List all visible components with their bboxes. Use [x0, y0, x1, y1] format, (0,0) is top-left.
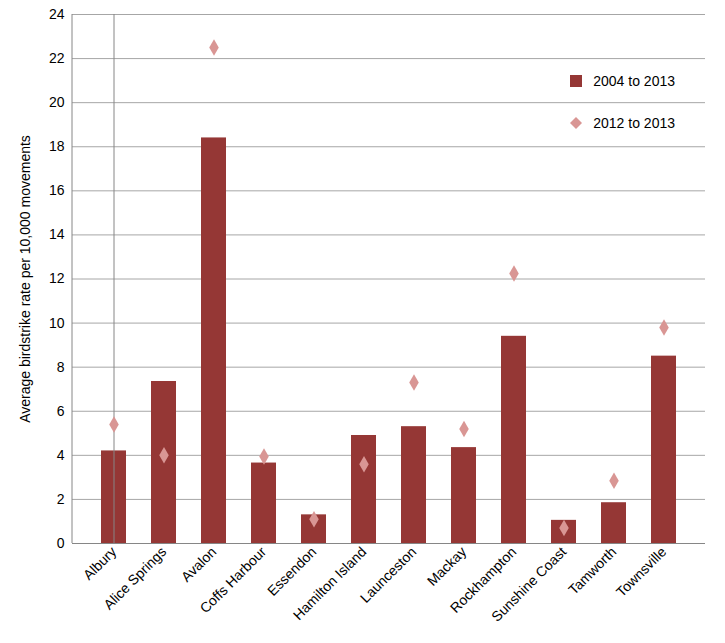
- svg-text:Sunshine Coast: Sunshine Coast: [488, 543, 569, 624]
- svg-text:Alice Springs: Alice Springs: [100, 543, 169, 612]
- svg-text:18: 18: [49, 138, 65, 154]
- html-text:2004 to 2013: 2004 to 2013: [593, 73, 675, 89]
- svg-text:Avalon: Avalon: [178, 543, 219, 584]
- svg-text:Average birdstrike rate per 10: Average birdstrike rate per 10,000 movem…: [17, 135, 33, 423]
- svg-text:22: 22: [49, 50, 65, 66]
- svg-text:12: 12: [49, 270, 65, 286]
- svg-text:Launceston: Launceston: [357, 543, 420, 606]
- svg-text:Coffs Harbour: Coffs Harbour: [197, 543, 270, 616]
- svg-text:Hamilton Island: Hamilton Island: [290, 543, 370, 623]
- svg-text:24: 24: [49, 6, 65, 22]
- svg-text:Essendon: Essendon: [263, 543, 320, 599]
- html-text:2012 to 2013: 2012 to 2013: [593, 115, 675, 131]
- svg-text:6: 6: [57, 403, 65, 419]
- svg-text:14: 14: [49, 226, 65, 242]
- svg-text:4: 4: [57, 447, 65, 463]
- svg-text:Mackay: Mackay: [424, 543, 469, 588]
- svg-text:16: 16: [49, 182, 65, 198]
- svg-text:Rockhampton: Rockhampton: [446, 543, 520, 616]
- svg-text:2: 2: [57, 491, 65, 507]
- svg-text:0: 0: [57, 535, 65, 551]
- svg-text:Townsville: Townsville: [613, 543, 670, 600]
- svg-text:Tamworth: Tamworth: [565, 543, 619, 597]
- svg-text:Albury: Albury: [80, 543, 119, 582]
- svg-text:10: 10: [49, 315, 65, 331]
- svg-text:20: 20: [49, 94, 65, 110]
- svg-text:8: 8: [57, 359, 65, 375]
